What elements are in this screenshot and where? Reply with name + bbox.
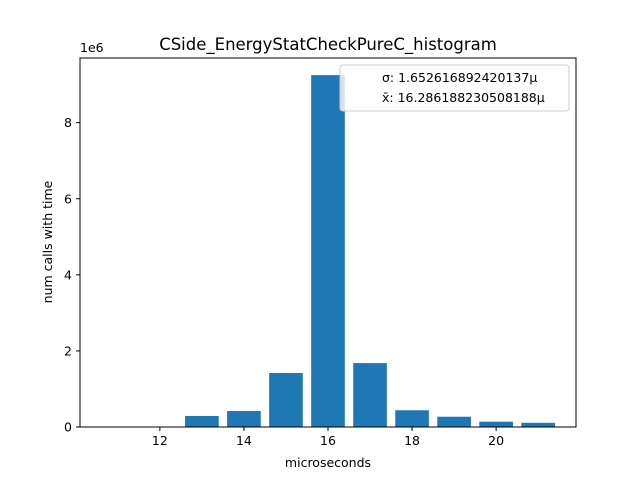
x-tick-label: 16 xyxy=(320,433,336,448)
y-tick-label: 0 xyxy=(64,420,72,435)
x-tick-label: 12 xyxy=(152,433,168,448)
x-axis-label: microseconds xyxy=(285,455,371,470)
bar-17 xyxy=(353,363,387,427)
bar-14 xyxy=(227,411,261,427)
y-tick-label: 6 xyxy=(64,191,72,206)
y-axis-label: num calls with time xyxy=(40,180,55,303)
legend-entry-sigma: σ: 1.652616892420137μ xyxy=(382,70,537,85)
x-tick-label: 20 xyxy=(488,433,504,448)
bar-20 xyxy=(479,421,513,427)
bar-13 xyxy=(185,415,219,427)
bar-19 xyxy=(437,416,471,427)
bar-21 xyxy=(521,422,555,427)
y-tick-label: 2 xyxy=(64,343,72,358)
y-axis-ticks: 0 2 4 6 8 xyxy=(64,115,80,435)
y-tick-label: 4 xyxy=(64,267,72,282)
bar-15 xyxy=(269,372,303,427)
legend-box xyxy=(339,64,570,112)
bar-18 xyxy=(395,410,429,427)
legend-entry-mean: x̄: 16.286188230508188μ xyxy=(382,90,545,105)
chart-title: CSide_EnergyStatCheckPureC_histogram xyxy=(159,35,497,55)
bars-group xyxy=(185,75,555,427)
y-tick-label: 8 xyxy=(64,115,72,130)
x-tick-label: 14 xyxy=(236,433,252,448)
y-offset-label: 1e6 xyxy=(80,40,104,55)
x-axis-ticks: 12 14 16 18 20 xyxy=(152,427,504,448)
bar-16 xyxy=(311,75,345,427)
x-tick-label: 18 xyxy=(404,433,420,448)
legend: σ: 1.652616892420137μ x̄: 16.28618823050… xyxy=(339,64,570,112)
